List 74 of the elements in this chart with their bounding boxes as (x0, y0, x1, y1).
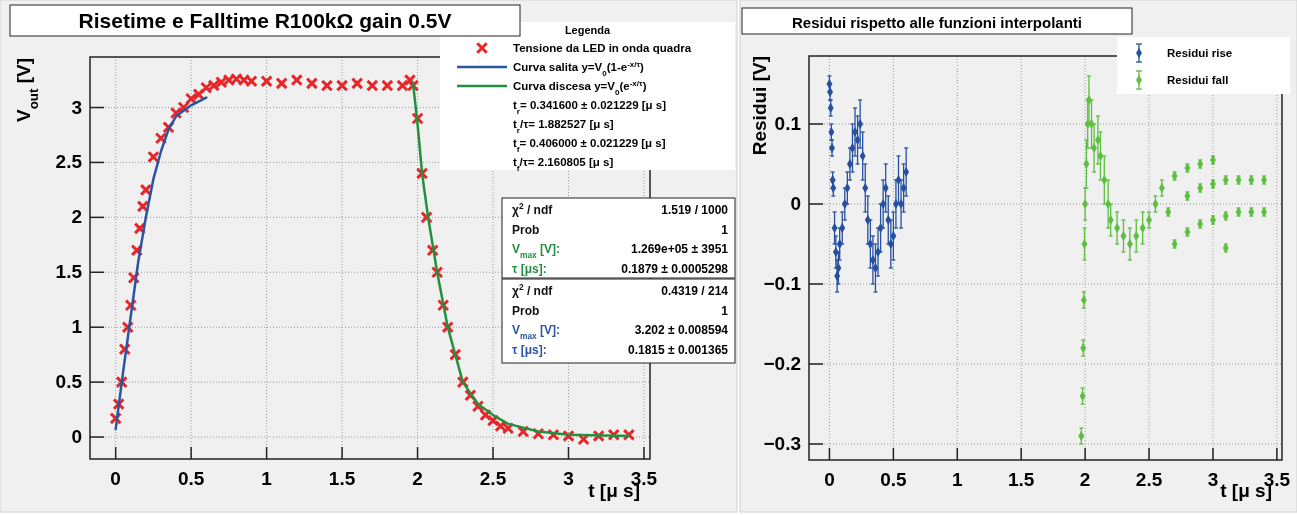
annotation: τ [μs]: (512, 342, 547, 357)
x-tick-label: 1.5 (1008, 469, 1035, 490)
x-tick-label: 1 (952, 469, 963, 490)
annotation: t$_{f}$= 0.406000 ± 0.021229 [μ s] (513, 137, 666, 154)
y-tick-label: −0.3 (763, 433, 801, 454)
x-tick-label: 2 (1079, 469, 1091, 490)
y-tick-label: 0.1 (774, 113, 802, 134)
x-tick-label: 1 (261, 468, 273, 489)
point (547, 428, 560, 442)
x-tick-label: 2.5 (1135, 469, 1163, 490)
text: 1 (721, 222, 729, 237)
point (486, 414, 500, 427)
text: 1.519 / 1000 (661, 203, 729, 217)
point (147, 150, 160, 164)
x-tick-label: 0.5 (177, 468, 205, 489)
annotation: χ$^{2}$ / ndf (512, 201, 554, 217)
point (320, 79, 334, 92)
point (136, 200, 150, 213)
x-tick-label: 0 (824, 469, 835, 490)
annotation: Prob (512, 303, 540, 318)
point (471, 400, 485, 413)
point (366, 79, 379, 92)
point (260, 74, 273, 88)
y-tick-label: −0.2 (763, 353, 801, 374)
point (479, 408, 492, 422)
annotation: t$_{f}$/τ= 2.160805 [μ s] (513, 156, 614, 173)
point (275, 77, 288, 90)
line-series (114, 96, 208, 431)
x-tick-label: 2 (412, 468, 423, 489)
annotation: 0.1815 ± 0.001365 (627, 342, 729, 357)
y-tick-label: 0 (790, 193, 801, 214)
point (335, 79, 349, 92)
y-tick-label: 2 (71, 206, 82, 228)
chart-title: Residui rispetto alle funzioni interpolanti (791, 14, 1083, 31)
annotation: 3.202 ± 0.008594 (634, 323, 729, 337)
x-tick-label: 0 (110, 468, 121, 489)
point (516, 425, 530, 438)
text: 0.4319 / 214 (661, 284, 729, 298)
y-tick-label: 1.5 (55, 261, 83, 283)
text: 1 (721, 303, 729, 318)
point (381, 79, 394, 92)
y-tick-label: 3 (71, 96, 82, 118)
x-tick-label: 0.5 (880, 469, 908, 490)
x-tick-label: 1.5 (328, 468, 356, 489)
point (305, 77, 319, 90)
annotation: χ$^{2}$ / ndf (512, 282, 554, 298)
legend-title: Legenda (564, 24, 611, 36)
y-tick-label: 0.5 (55, 371, 83, 393)
legend-label: Curva salita y=V$_{0}$(1-e$^{-x/τ}$) (513, 59, 645, 78)
annotation: τ [μs]: (512, 261, 547, 276)
annotation: 1.269e+05 ± 3951 (630, 242, 729, 256)
y-tick-label: 0 (71, 426, 82, 448)
annotation: V$_{max}$ [V]: (512, 323, 561, 341)
point (139, 183, 153, 197)
annotation: t$_{r}$/τ= 1.882527 [μ s] (513, 118, 614, 135)
legend-label: Curva discesa y=V$_{0}$(e$^{-x/τ}$) (513, 78, 647, 97)
chart-title: Risetime e Falltime R100kΩ gain 0.5V (78, 8, 452, 32)
annotation: t$_{r}$= 0.341600 ± 0.021229 [μ s] (513, 99, 667, 116)
legend-label: Residui rise (1167, 47, 1233, 59)
legend-label: Residui fall (1167, 74, 1229, 86)
point (577, 433, 590, 446)
y-axis-title: Residui [V] (749, 56, 770, 156)
y-tick-label: −0.1 (763, 273, 802, 294)
y-tick-label: 2.5 (55, 151, 83, 173)
x-tick-label: 2.5 (479, 468, 507, 489)
point (290, 73, 304, 87)
annotation: V$_{max}$ [V]: (512, 242, 561, 260)
annotation: 0.1879 ± 0.0005298 (621, 261, 729, 276)
x-tick-label: 3 (1207, 469, 1219, 490)
annotation: Prob (512, 222, 540, 237)
legend-label: Tensione da LED in onda quadra (513, 42, 692, 54)
point (350, 77, 364, 90)
y-tick-label: 1 (71, 316, 83, 338)
x-tick-label: 3 (563, 468, 574, 489)
